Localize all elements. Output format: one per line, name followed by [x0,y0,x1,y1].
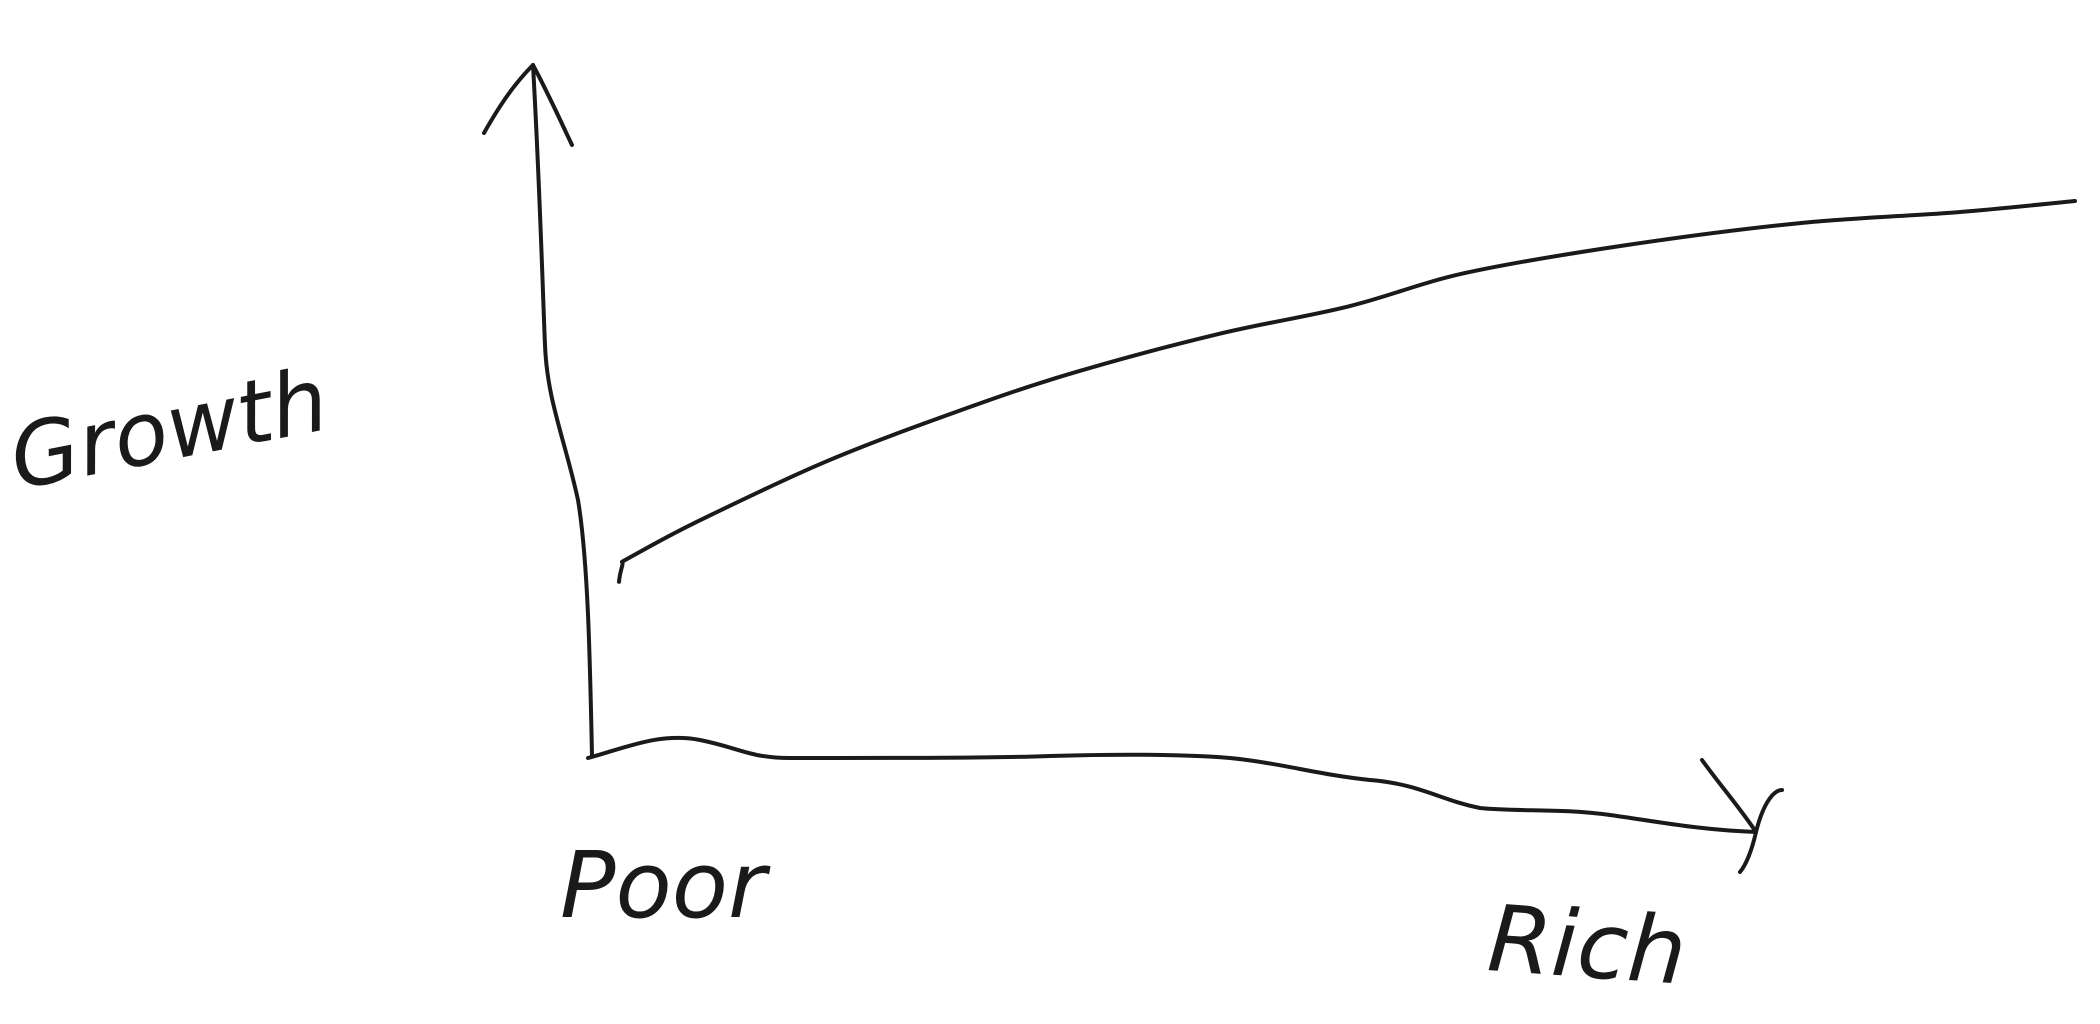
y-axis-line [531,63,594,758]
x-tick-label-rich: Rich [1484,885,1690,1006]
x-axis-arrowhead [1700,758,1784,834]
y-axis-arrowhead [482,63,574,147]
x-axis-line [586,735,1758,834]
growth-curve [617,199,2077,584]
x-tick-label-poor: Poor [560,832,766,939]
x-axis-arrowhead-tail [1738,830,1758,874]
